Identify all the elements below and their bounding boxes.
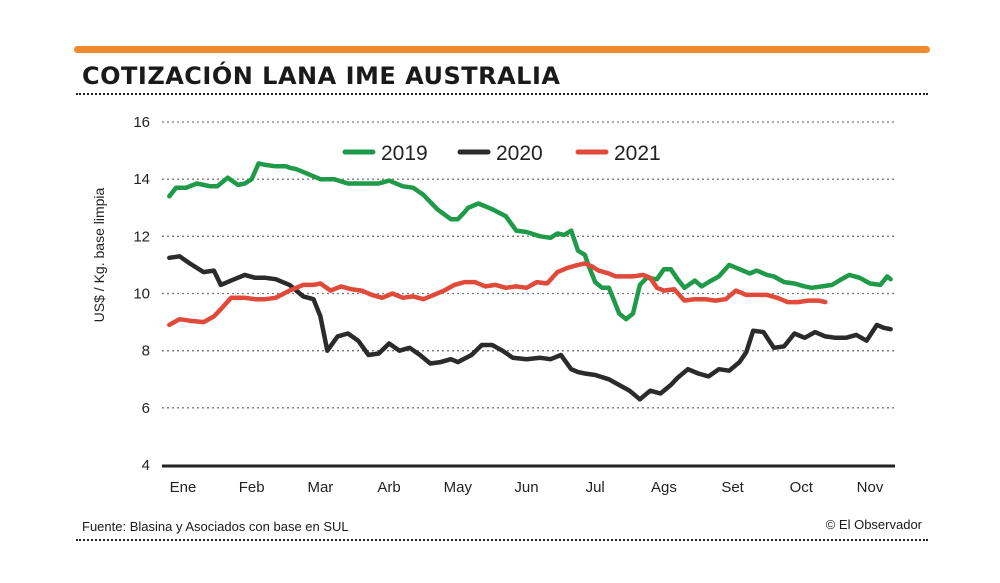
x-tick-label: Nov [857,479,884,496]
x-tick-label: Mar [307,479,333,496]
x-tick-label: Set [721,479,744,496]
y-tick-label: 12 [133,228,150,245]
y-tick-label: 4 [142,457,150,474]
bottom-divider [76,539,928,541]
x-tick-label: Ene [170,479,197,496]
y-axis-title: US$ / Kg. base limpia [91,187,107,322]
x-tick-label: Feb [239,479,265,496]
x-tick-label: May [444,479,473,496]
x-tick-label: Arb [377,479,400,496]
y-tick-label: 8 [142,343,150,360]
series-line-2019 [167,161,893,322]
legend-label-2020: 2020 [496,142,543,165]
x-tick-label: Ags [651,479,677,496]
series-line-2021 [167,261,828,328]
grid-layer: 4 6 8 10 12 14 16 [133,114,895,474]
x-tick-label: Jul [586,479,605,496]
legend-label-2021: 2021 [614,142,661,165]
chart-title: COTIZACIÓN LANA IME AUSTRALIA [82,62,561,90]
x-tick-label: Jun [514,479,538,496]
legend-label-2019: 2019 [381,142,428,165]
y-tick-label: 10 [133,286,150,303]
source-note: Fuente: Blasina y Asociados con base en … [82,519,349,534]
x-tick-labels: Ene Feb Mar Arb May Jun Jul Ags Set Oct Nov [170,479,884,496]
title-divider [76,93,928,95]
legend: 2019 2020 2021 [342,142,661,165]
credit-note: © El Observador [825,517,922,532]
y-tick-label: 14 [133,171,150,188]
y-tick-label: 6 [142,400,150,417]
series-line-2020 [167,254,893,402]
y-tick-label: 16 [133,114,150,131]
series-layer [167,161,893,402]
top-accent-rule [74,46,930,53]
x-tick-label: Oct [790,479,814,496]
